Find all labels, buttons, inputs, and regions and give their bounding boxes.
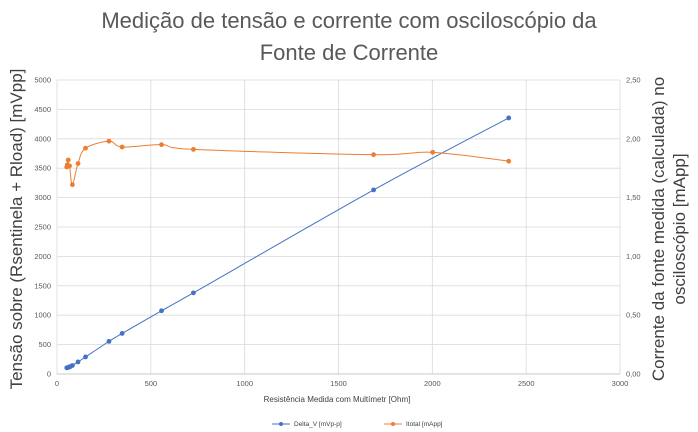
y-right-axis-title-line1: Corrente da fonte medida (calculada) no xyxy=(649,77,668,381)
data-point xyxy=(371,187,376,193)
y-left-tick-label: 3000 xyxy=(34,193,51,202)
legend-item: Delta_V [mVp-p] xyxy=(272,421,342,428)
y-left-tick-label: 4000 xyxy=(34,134,51,143)
legend-swatch-marker xyxy=(279,422,283,426)
y-left-tick-label: 1000 xyxy=(34,311,51,320)
chart-title-line1: Medição de tensão e corrente com oscilos… xyxy=(101,8,597,33)
data-point xyxy=(67,163,72,169)
legend-swatch-marker xyxy=(391,422,395,426)
y-right-tick-label: 2,50 xyxy=(626,76,641,85)
data-point xyxy=(75,359,81,365)
chart-title-line2: Fonte de Corrente xyxy=(260,40,439,65)
data-point xyxy=(191,290,196,296)
y-right-axis-title-line2: osciloscópio [mApp] xyxy=(670,153,689,304)
data-point xyxy=(430,149,436,155)
y-left-tick-label: 0 xyxy=(47,370,51,379)
x-tick-label: 500 xyxy=(145,379,158,388)
y-left-tick-label: 3500 xyxy=(34,164,51,173)
x-tick-label: 2000 xyxy=(424,379,441,388)
data-point xyxy=(83,354,88,360)
data-point xyxy=(69,363,75,368)
y-left-tick-label: 500 xyxy=(38,340,51,349)
series-layer xyxy=(64,115,512,371)
y-right-tick-label: 0,50 xyxy=(626,311,641,320)
data-point xyxy=(69,182,75,188)
series-line xyxy=(66,140,509,186)
data-point xyxy=(159,308,164,314)
data-point xyxy=(75,161,81,166)
y-left-tick-label: 5000 xyxy=(34,76,51,85)
data-point xyxy=(106,338,112,344)
y-left-tick-label: 2500 xyxy=(34,223,51,232)
y-left-axis-title: Tensão sobre (Rsentinela + Rload) [mVpp] xyxy=(7,69,26,390)
series-0 xyxy=(64,115,512,371)
y-left-tick-label: 2000 xyxy=(34,252,51,261)
data-point xyxy=(83,145,88,151)
y-right-tick-label: 1,00 xyxy=(626,252,641,261)
data-point xyxy=(191,146,196,152)
y-left-tick-label: 4500 xyxy=(34,105,51,114)
data-point xyxy=(119,144,125,150)
x-tick-label: 1500 xyxy=(330,379,347,388)
x-tick-label: 2500 xyxy=(518,379,535,388)
data-point xyxy=(106,138,112,144)
data-point xyxy=(65,157,71,163)
data-point xyxy=(506,115,512,121)
data-point xyxy=(159,142,164,148)
y-right-tick-label: 2,00 xyxy=(626,134,641,143)
legend: Delta_V [mVp-p] Itotal [mApp] xyxy=(272,421,443,428)
legend-item: Itotal [mApp] xyxy=(384,421,443,428)
legend-label: Delta_V [mVp-p] xyxy=(294,421,342,428)
data-point xyxy=(371,152,376,158)
series-1 xyxy=(64,138,512,188)
series-line xyxy=(66,117,509,369)
data-point xyxy=(506,158,512,164)
tick-labels: 0500100015002000250030003500400045005000… xyxy=(34,76,640,389)
x-tick-label: 1000 xyxy=(236,379,253,388)
legend-label: Itotal [mApp] xyxy=(406,421,443,428)
x-tick-label: 3000 xyxy=(612,379,629,388)
x-axis-title: Resistência Medida com Multímetr [Ohm] xyxy=(264,395,411,404)
y-right-tick-label: 0,00 xyxy=(626,370,641,379)
y-left-tick-label: 1500 xyxy=(34,281,51,290)
gridlines xyxy=(56,79,621,375)
y-right-tick-label: 1,50 xyxy=(626,193,641,202)
x-tick-label: 0 xyxy=(55,379,59,388)
data-point xyxy=(119,331,125,336)
